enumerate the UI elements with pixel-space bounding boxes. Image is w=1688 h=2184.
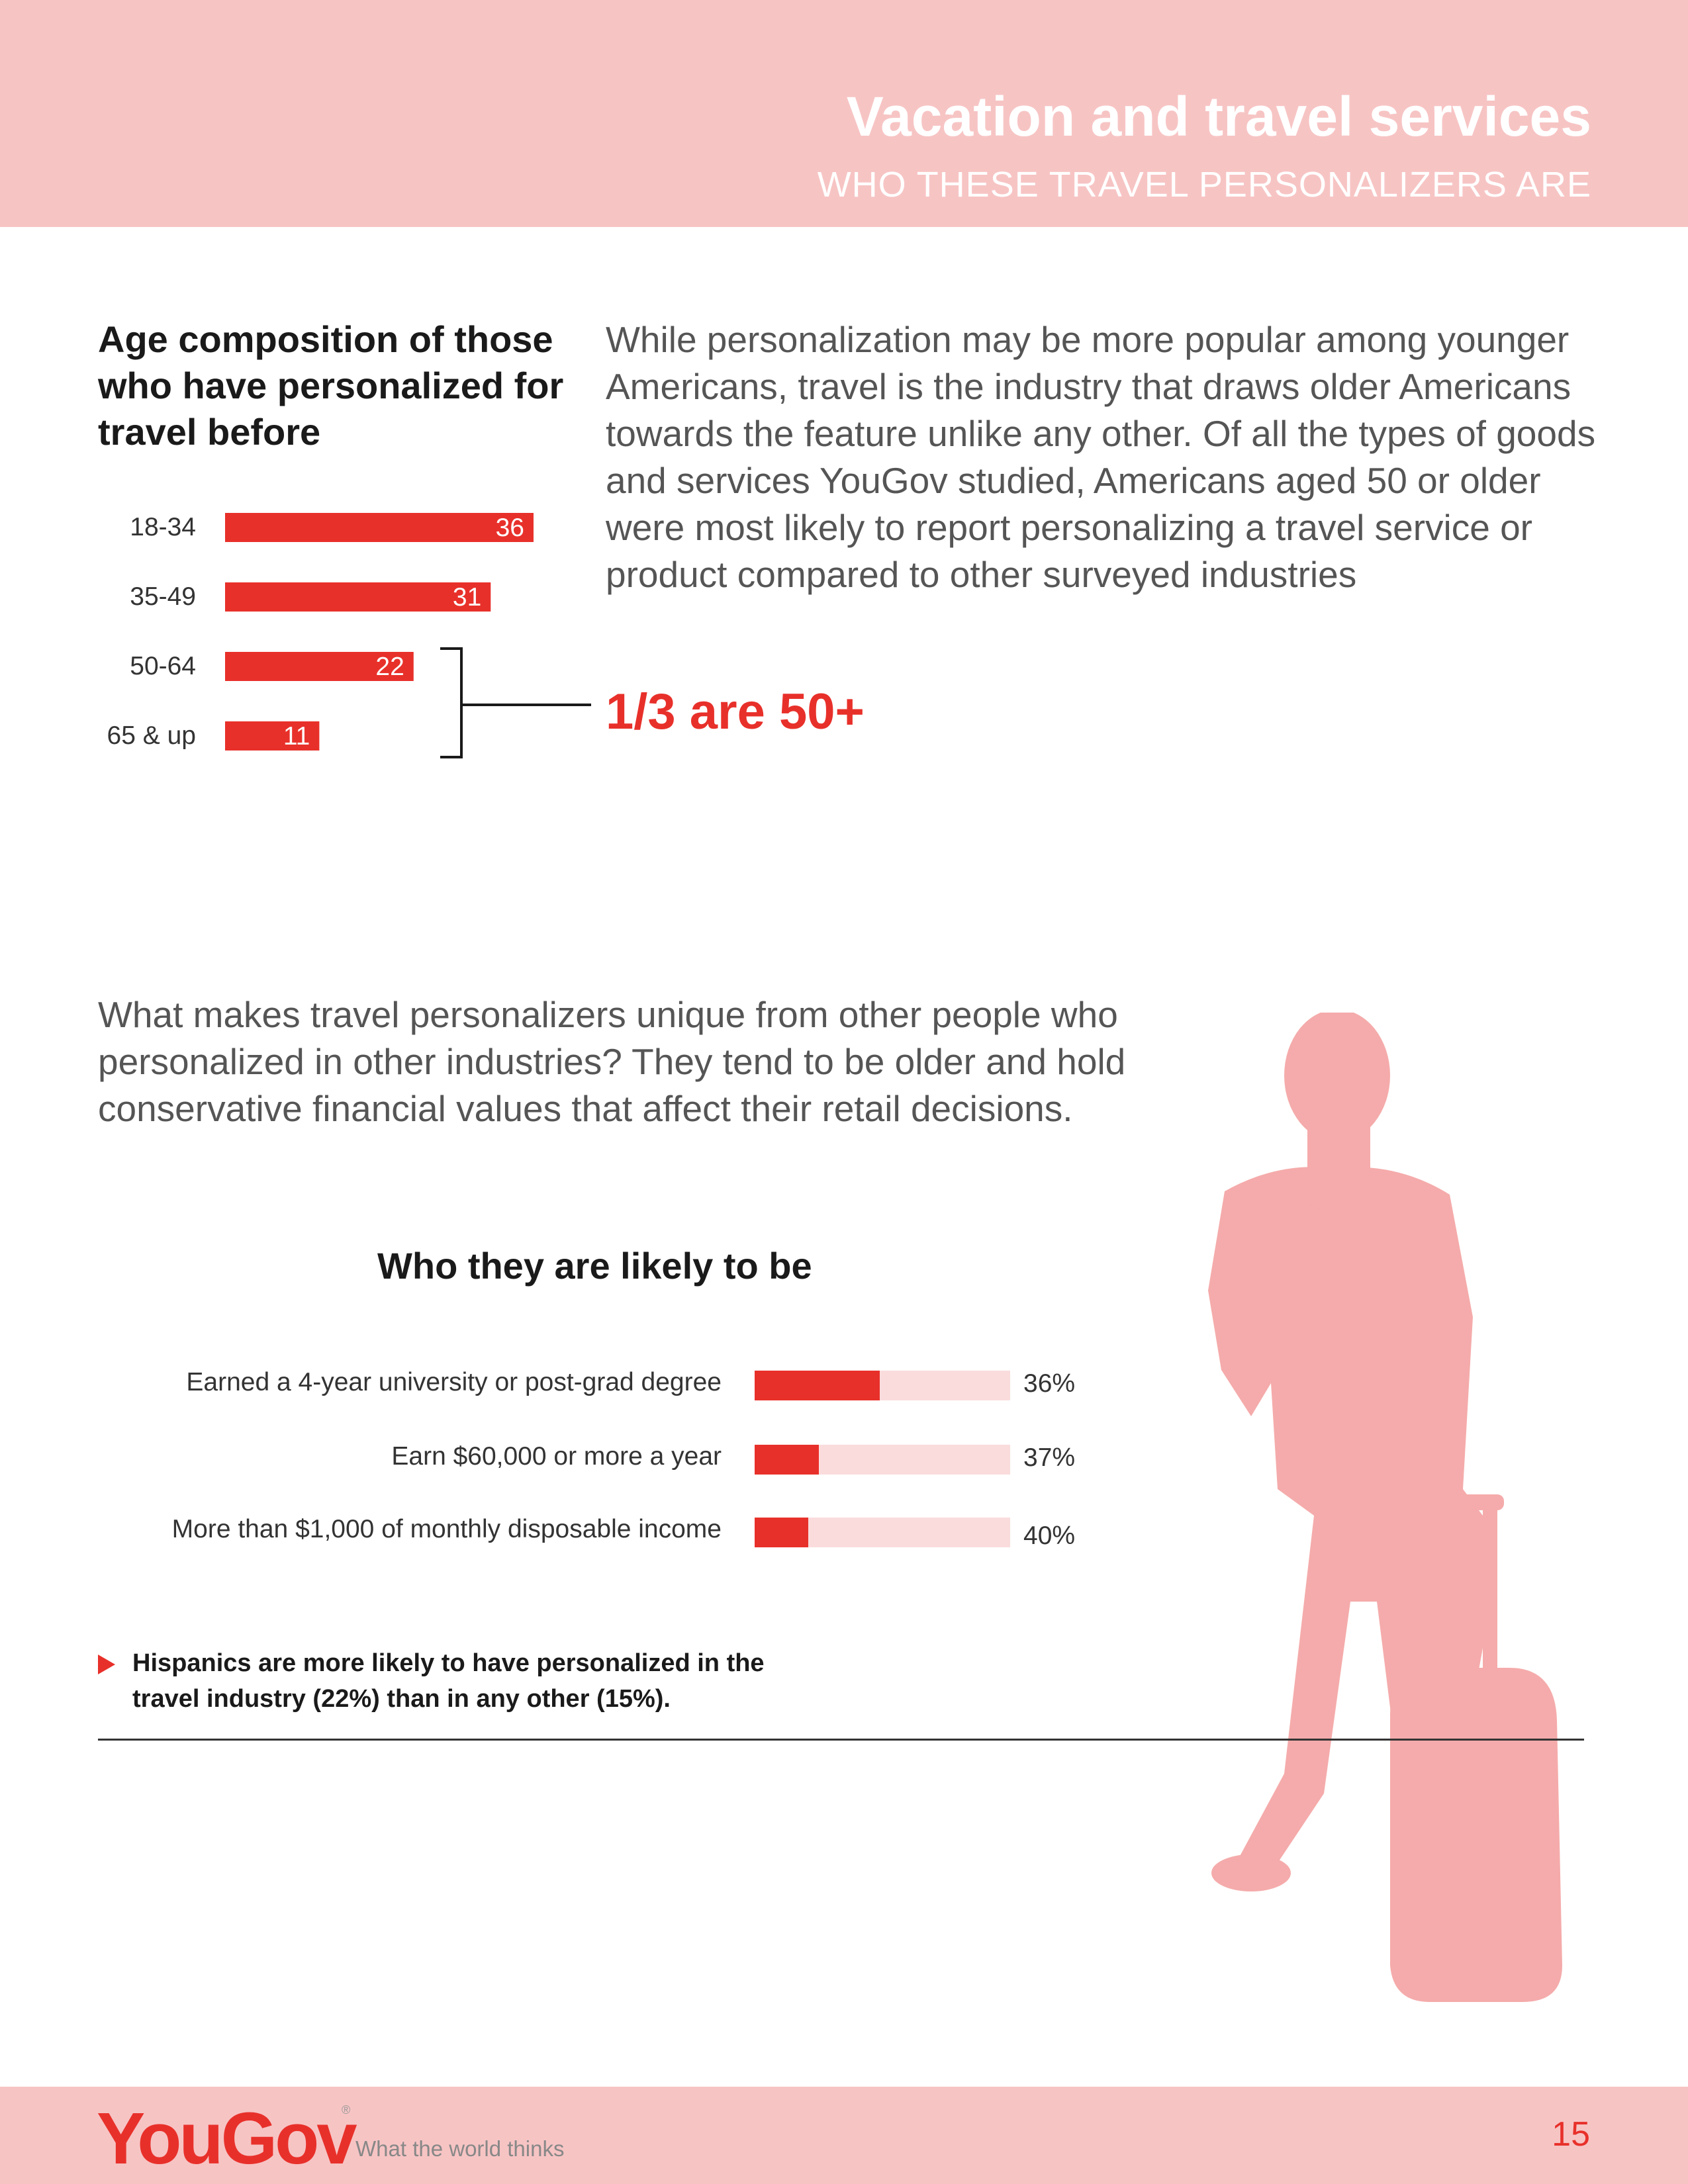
likely-bar-fill bbox=[755, 1445, 819, 1475]
traveler-silhouette-icon bbox=[1208, 1013, 1562, 2002]
likely-bar-value: 40% bbox=[1023, 1522, 1076, 1550]
age-category-label: 65 & up bbox=[107, 721, 196, 750]
age-category-label: 50-64 bbox=[130, 652, 196, 680]
likely-chart-title: Who they are likely to be bbox=[377, 1245, 812, 1287]
page-title: Vacation and travel services bbox=[846, 85, 1591, 148]
age-bar bbox=[225, 721, 320, 751]
likely-bar-fill bbox=[755, 1518, 809, 1547]
likely-category-label: More than $1,000 of monthly disposable i… bbox=[171, 1515, 722, 1543]
unique-paragraph: What makes travel personalizers unique f… bbox=[98, 994, 1126, 1129]
age-category-label: 18-34 bbox=[130, 513, 196, 541]
header-band bbox=[0, 0, 1688, 227]
note-bullet-icon bbox=[98, 1655, 115, 1674]
yougov-logo: YouGov bbox=[97, 2098, 357, 2179]
likely-bar-track bbox=[755, 1371, 1010, 1400]
age-bar-value: 31 bbox=[453, 583, 481, 612]
logo-tagline: What the world thinks bbox=[355, 2136, 565, 2161]
intro-paragraph: While personalization may be more popula… bbox=[606, 319, 1596, 595]
footer-band bbox=[0, 2087, 1688, 2184]
likely-row: More than $1,000 of monthly disposable i… bbox=[0, 1512, 1688, 1552]
likely-row: Earn $60,000 or more a year 37% bbox=[0, 1439, 1688, 1479]
age-bracket bbox=[440, 647, 591, 758]
registered-mark: ® bbox=[342, 2103, 351, 2116]
page-number: 15 bbox=[1552, 2115, 1590, 2154]
likely-category-label: Earn $60,000 or more a year bbox=[391, 1442, 722, 1471]
likely-bar-value: 36% bbox=[1023, 1369, 1076, 1398]
age-bar bbox=[225, 652, 414, 681]
age-bar-value: 22 bbox=[375, 653, 404, 681]
likely-bar-track bbox=[755, 1518, 1010, 1547]
likely-bar-fill bbox=[755, 1371, 880, 1400]
age-chart-title: Age composition of those who have person… bbox=[98, 318, 564, 453]
likely-bar-track bbox=[755, 1445, 1010, 1475]
likely-row: Earned a 4-year university or post-grad … bbox=[0, 1365, 1688, 1405]
divider-line bbox=[98, 1739, 1584, 1741]
age-bar bbox=[225, 582, 491, 612]
age-bar-value: 36 bbox=[496, 514, 524, 542]
age-category-label: 35-49 bbox=[130, 582, 196, 611]
likely-bar-value: 37% bbox=[1023, 1443, 1076, 1472]
likely-category-label: Earned a 4-year university or post-grad … bbox=[186, 1368, 722, 1396]
age-bar bbox=[225, 513, 534, 542]
age-callout: 1/3 are 50+ bbox=[606, 684, 865, 740]
page-subtitle: WHO THESE TRAVEL PERSONALIZERS ARE bbox=[817, 165, 1591, 205]
age-bar-value: 11 bbox=[283, 722, 310, 751]
note-text: Hispanics are more likely to have person… bbox=[132, 1649, 765, 1713]
